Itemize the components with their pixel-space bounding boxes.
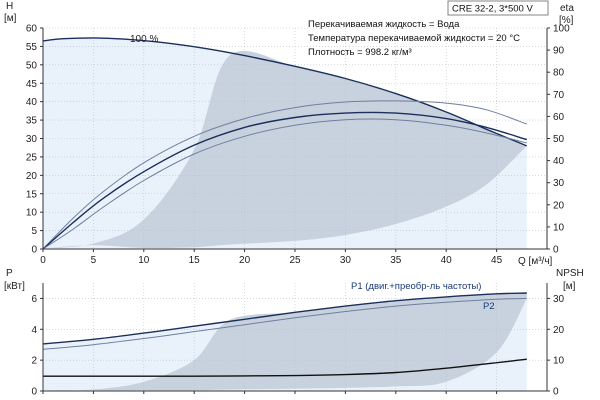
x-tick-label: 40 xyxy=(441,255,453,266)
x-tick-label: 10 xyxy=(138,255,150,266)
right-tick-label: 90 xyxy=(553,46,565,57)
right-tick-label: 10 xyxy=(553,222,565,233)
model-box xyxy=(447,0,549,16)
left-tick-label: 55 xyxy=(26,42,38,53)
right-tick-label: 30 xyxy=(553,294,565,305)
x-tick-label: 5 xyxy=(91,255,97,266)
right-tick-label: 60 xyxy=(553,112,565,123)
model-label: CRE 32-2, 3*500 V xyxy=(452,4,533,15)
temperature-label: Температура перекачиваемой жидкости = 20… xyxy=(308,33,520,44)
curve-1-1 xyxy=(42,297,527,350)
curve-0-3 xyxy=(42,118,527,250)
eta-axis-unit: [%] xyxy=(559,15,574,26)
left-tick-label: 25 xyxy=(26,152,38,163)
p2-series-label: P2 xyxy=(483,301,495,312)
efficiency-region-area-1 xyxy=(43,293,527,391)
x-tick-label: 35 xyxy=(390,255,402,266)
x-tick-label: 20 xyxy=(239,255,251,266)
curve-0-1 xyxy=(42,100,527,250)
power-axis-title: P xyxy=(6,268,13,279)
curve-0-2 xyxy=(42,111,528,250)
npsh-axis-title: NPSH xyxy=(556,268,584,279)
right-tick-label: 80 xyxy=(553,68,565,79)
left-tick-label: 4 xyxy=(31,325,37,336)
density-label: Плотность = 998.2 кг/м³ xyxy=(308,47,412,58)
flow-axis-label: Q [м³/ч] xyxy=(518,256,553,267)
right-tick-label: 20 xyxy=(553,325,565,336)
right-tick-label: 0 xyxy=(553,245,559,256)
left-tick-label: 2 xyxy=(31,356,37,367)
x-tick-label: 15 xyxy=(189,255,201,266)
p1-series-label: P1 (двиг.+преобр-ль частоты) xyxy=(351,281,481,292)
right-tick-label: 50 xyxy=(553,134,565,145)
curve-1-2 xyxy=(43,358,527,377)
left-tick-label: 5 xyxy=(31,226,37,237)
right-tick-label: 30 xyxy=(553,178,565,189)
left-tick-label: 0 xyxy=(31,245,37,256)
left-tick-label: 50 xyxy=(26,60,38,71)
x-tick-label: 25 xyxy=(289,255,301,266)
curve-1-0 xyxy=(42,292,527,345)
eta-axis-title: eta xyxy=(560,3,574,14)
speed-annotation: 100 % xyxy=(130,34,158,45)
power-axis-unit: [кВт] xyxy=(4,281,25,292)
left-tick-label: 40 xyxy=(26,97,38,108)
left-tick-label: 45 xyxy=(26,79,38,90)
npsh-axis-unit: [м] xyxy=(563,281,576,292)
left-tick-label: 0 xyxy=(31,387,37,398)
x-tick-label: 45 xyxy=(491,255,503,266)
right-tick-label: 40 xyxy=(553,156,565,167)
left-tick-label: 6 xyxy=(31,294,37,305)
liquid-label: Перекачиваемая жидкость = Вода xyxy=(308,19,460,30)
curve-0-0 xyxy=(42,37,528,147)
x-tick-label: 0 xyxy=(40,255,46,266)
left-tick-label: 30 xyxy=(26,134,38,145)
head-axis-title: H xyxy=(6,1,13,12)
x-tick-label: 30 xyxy=(340,255,352,266)
left-tick-label: 35 xyxy=(26,116,38,127)
right-tick-label: 10 xyxy=(553,356,565,367)
right-tick-label: 20 xyxy=(553,200,565,211)
efficiency-region-area-0 xyxy=(43,50,527,249)
right-tick-label: 100 xyxy=(553,24,570,35)
left-tick-label: 20 xyxy=(26,171,38,182)
right-tick-label: 70 xyxy=(553,90,565,101)
head-axis-unit: [м] xyxy=(4,13,17,24)
left-tick-label: 15 xyxy=(26,189,38,200)
left-tick-label: 60 xyxy=(26,24,38,35)
right-tick-label: 0 xyxy=(553,387,559,398)
left-tick-label: 10 xyxy=(26,208,38,219)
